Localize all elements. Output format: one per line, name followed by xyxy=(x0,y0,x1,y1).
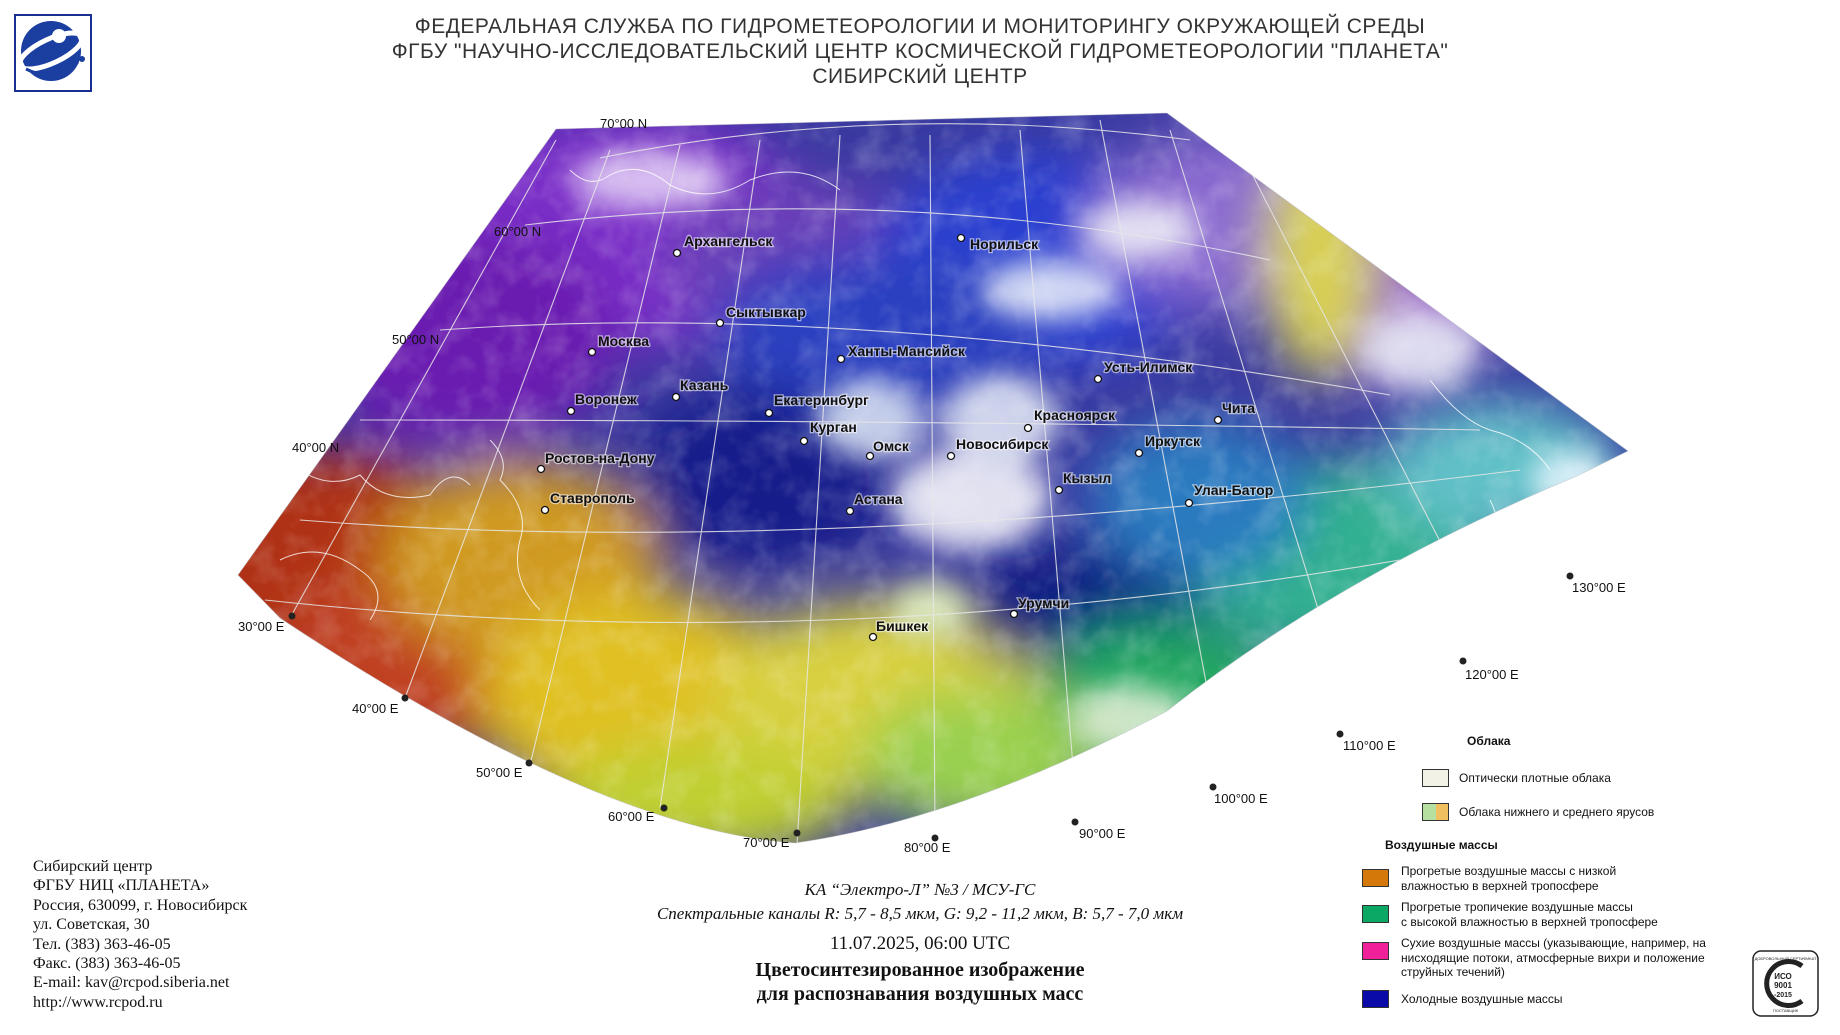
iso-bottom-text: ПОСТАВЩИК xyxy=(1773,1008,1799,1013)
city-label: Казань xyxy=(680,377,729,393)
lon-label: 100°00 E xyxy=(1214,791,1268,806)
city-label: Воронеж xyxy=(575,391,638,407)
city-label: Сыктывкар xyxy=(726,304,806,320)
city-label: Ростов-на-Дону xyxy=(545,450,655,466)
city-label: Ставрополь xyxy=(550,490,635,506)
contact-line: Россия, 630099, г. Новосибирск xyxy=(33,896,248,914)
city-label: Красноярск xyxy=(1034,407,1116,423)
lon-label: 70°00 E xyxy=(743,835,790,850)
iso-line-2: 9001 xyxy=(1774,981,1792,990)
graticule xyxy=(264,119,1521,843)
lon-label: 30°00 E xyxy=(238,619,285,634)
contact-block: Сибирский центр ФГБУ НИЦ «ПЛАНЕТА» Росси… xyxy=(33,857,247,1012)
iso-line-1: ИСО xyxy=(1774,972,1792,981)
lat-label: 60°00 N xyxy=(494,224,541,239)
caption-title-1: Цветосинтезированное изображение xyxy=(755,959,1085,981)
caption-datetime: 11.07.2025, 06:00 UTC xyxy=(829,933,1011,954)
city-label: Усть-Илимск xyxy=(1104,359,1193,375)
header-line-2: ФГБУ "НАУЧНО-ИССЛЕДОВАТЕЛЬСКИЙ ЦЕНТР КОС… xyxy=(391,40,1449,63)
contact-email: E-mail: kav@rcpod.siberia.net xyxy=(33,974,230,992)
city-label: Бишкек xyxy=(876,618,929,634)
lon-label: 110°00 E xyxy=(1343,738,1396,753)
lat-label: 50°00 N xyxy=(392,332,439,347)
city-label: Ханты-Мансийск xyxy=(848,343,966,359)
city-label: Иркутск xyxy=(1145,433,1201,449)
lat-label: 70°00 N xyxy=(600,116,647,131)
contact-line: Сибирский центр xyxy=(33,858,153,875)
city-label: Архангельск xyxy=(684,233,773,249)
contact-line: ул. Советская, 30 xyxy=(33,916,150,934)
city-label: Улан-Батор xyxy=(1194,482,1273,498)
city-label: Урумчи xyxy=(1018,595,1069,611)
header: ФЕДЕРАЛЬНАЯ СЛУЖБА ПО ГИДРОМЕТЕОРОЛОГИИ … xyxy=(0,14,1840,89)
city-label: Москва xyxy=(598,333,649,349)
lon-label: 130°00 E xyxy=(1572,580,1626,595)
planeta-logo xyxy=(14,14,92,92)
header-line-1: ФЕДЕРАЛЬНАЯ СЛУЖБА ПО ГИДРОМЕТЕОРОЛОГИИ … xyxy=(414,15,1426,38)
lon-label: 50°00 E xyxy=(476,765,523,780)
lon-label: 90°00 E xyxy=(1079,826,1126,841)
city-label: Екатеринбург xyxy=(774,392,869,408)
contact-line: ФГБУ НИЦ «ПЛАНЕТА» xyxy=(33,877,210,895)
iso-line-3: -2015 xyxy=(1774,992,1792,999)
header-line-3: СИБИРСКИЙ ЦЕНТР xyxy=(812,65,1028,88)
city-label: Чита xyxy=(1222,400,1255,416)
iso-certificate-badge: ДОБРОВОЛЬНЫЙ СЕРТИФИКАТ ИСО 9001 -2015 П… xyxy=(1752,950,1819,1017)
lat-label: 40°00 N xyxy=(292,440,339,455)
caption-title-2: для распознавания воздушных масс xyxy=(756,983,1084,1005)
map-imagery xyxy=(238,113,1628,843)
city-label: Астана xyxy=(854,491,903,507)
caption-channels: Спектральные каналы R: 5,7 - 8,5 мкм, G:… xyxy=(656,904,1184,923)
caption-satellite: КА “Электро-Л” №3 / МСУ-ГС xyxy=(804,880,1036,899)
iso-top-text: ДОБРОВОЛЬНЫЙ СЕРТИФИКАТ xyxy=(1755,956,1817,961)
city-markers xyxy=(536,233,1223,642)
lon-label: 40°00 E xyxy=(352,701,399,716)
caption: КА “Электро-Л” №3 / МСУ-ГС Спектральные … xyxy=(560,878,1280,1006)
city-label: Норильск xyxy=(970,236,1039,252)
city-label: Омск xyxy=(873,438,910,454)
longitude-ticks xyxy=(288,572,1574,842)
lon-label: 60°00 E xyxy=(608,809,655,824)
city-label: Кызыл xyxy=(1063,470,1111,486)
city-label: Новосибирск xyxy=(956,436,1049,452)
city-label: Курган xyxy=(810,419,857,435)
contact-line: Тел. (383) 363-46-05 xyxy=(33,935,171,953)
lon-label: 120°00 E xyxy=(1465,667,1519,682)
lon-label: 80°00 E xyxy=(904,840,951,855)
contact-url: http://www.rcpod.ru xyxy=(33,993,163,1011)
contact-line: Факс. (383) 363-46-05 xyxy=(33,955,181,973)
